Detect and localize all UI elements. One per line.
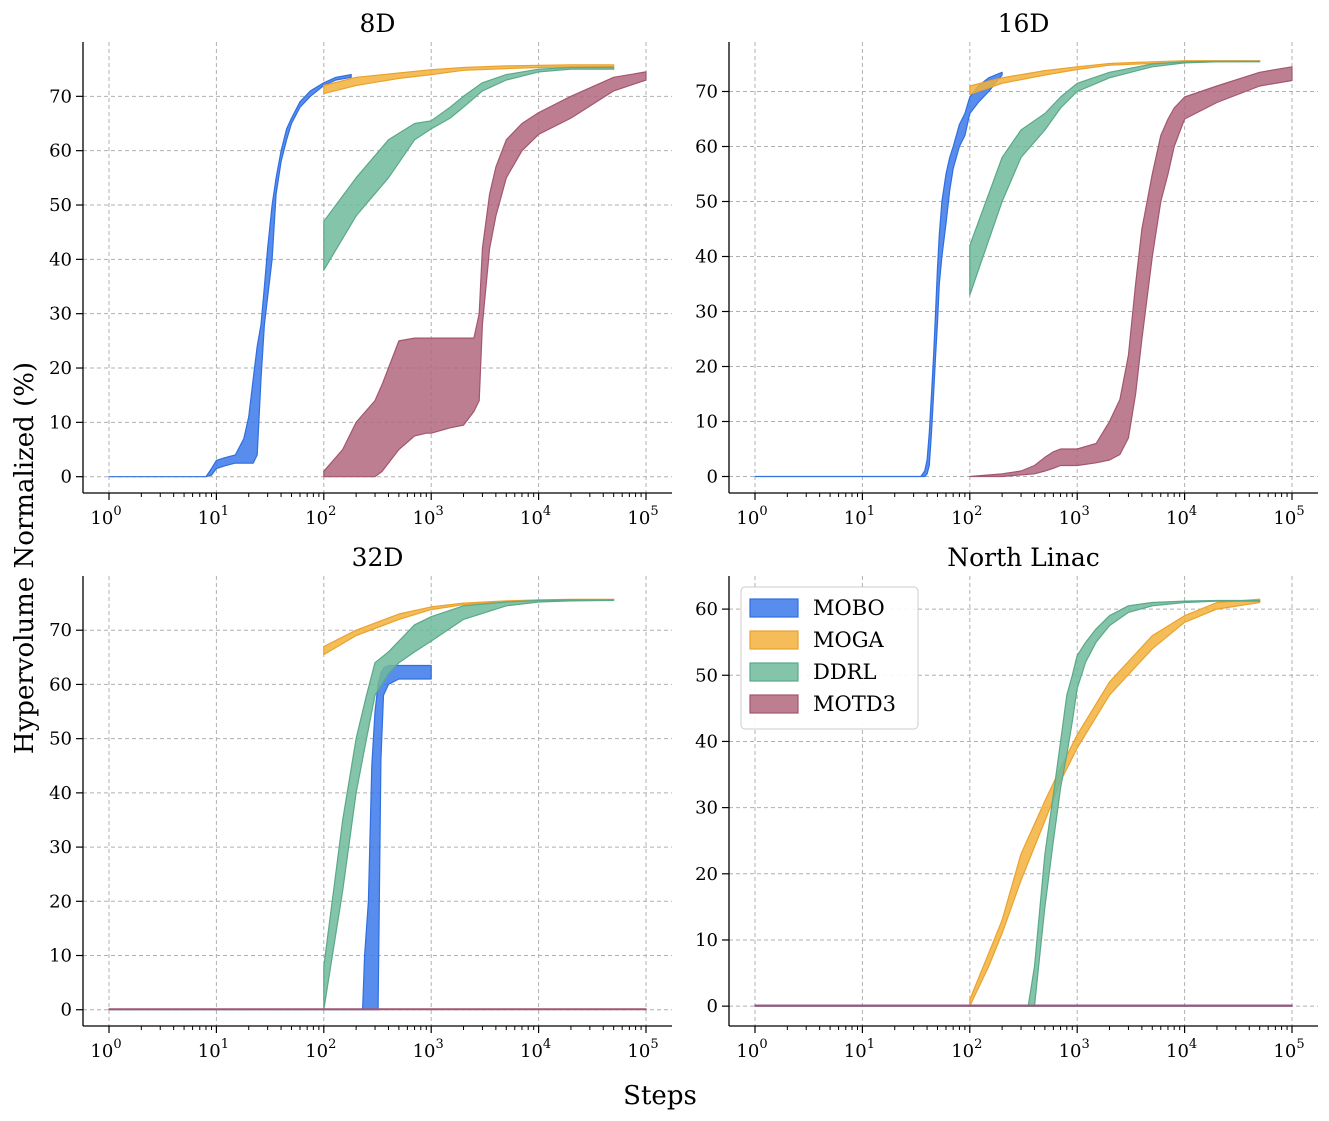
y-tick-label: 70 [49, 86, 72, 107]
legend-box [740, 586, 919, 730]
series-band-motd3 [754, 1004, 1293, 1007]
figure-x-label: Steps [623, 1081, 697, 1111]
x-tick-label: 103 [1059, 504, 1090, 529]
chart-title: 8D [360, 9, 396, 38]
series-band-motd3 [108, 1008, 647, 1011]
x-tick-label: 100 [90, 1037, 121, 1062]
x-tick-label: 105 [627, 504, 658, 529]
y-tick-label: 30 [695, 302, 718, 323]
legend-swatch-mobo [749, 598, 799, 618]
y-tick-label: 60 [695, 137, 718, 158]
x-tick-label: 104 [520, 504, 551, 529]
x-tick-label: 104 [520, 1037, 551, 1062]
legend-label-ddrl: DDRL [813, 660, 876, 684]
chart-title: North Linac [947, 543, 1100, 572]
y-tick-label: 60 [49, 674, 72, 695]
y-tick-label: 70 [695, 82, 718, 103]
y-tick-label: 20 [695, 864, 718, 885]
series-band-moga [323, 64, 615, 95]
series-band-ddrl [323, 66, 615, 271]
x-tick-label: 103 [1059, 1037, 1090, 1062]
y-tick-label: 0 [61, 1000, 72, 1021]
legend: MOBO MOGA DDRL MOTD3 [740, 586, 919, 730]
y-tick-label: 50 [49, 195, 72, 216]
x-tick-label: 105 [627, 1037, 658, 1062]
y-tick-label: 0 [707, 996, 718, 1017]
legend-swatch-ddrl [749, 662, 799, 682]
series-band-mobo [108, 73, 352, 478]
x-tick-label: 102 [305, 504, 336, 529]
y-tick-label: 40 [695, 247, 718, 268]
x-tick-label: 100 [736, 504, 767, 529]
legend-swatch-moga [749, 630, 799, 650]
y-tick-label: 10 [695, 412, 718, 433]
y-tick-label: 10 [49, 946, 72, 967]
x-tick-label: 105 [1273, 504, 1304, 529]
y-tick-label: 30 [49, 837, 72, 858]
series-band-ddrl [323, 599, 615, 1011]
x-tick-label: 104 [1166, 1037, 1197, 1062]
x-tick-label: 105 [1273, 1037, 1304, 1062]
x-tick-label: 102 [305, 1037, 336, 1062]
series-band-mobo [108, 664, 432, 1011]
y-tick-label: 20 [49, 358, 72, 379]
y-tick-label: 60 [695, 599, 718, 620]
chart-title: 16D [998, 9, 1050, 38]
legend-label-mobo: MOBO [813, 596, 885, 620]
x-tick-label: 103 [413, 504, 444, 529]
y-tick-label: 20 [695, 357, 718, 378]
y-tick-label: 50 [49, 729, 72, 750]
y-tick-label: 0 [707, 467, 718, 488]
x-tick-label: 101 [198, 504, 229, 529]
y-tick-label: 10 [695, 930, 718, 951]
x-tick-label: 101 [844, 504, 875, 529]
figure-y-label: Hypervolume Normalized (%) [10, 362, 40, 754]
series-band-ddrl [969, 60, 1261, 296]
legend-label-motd3: MOTD3 [813, 692, 896, 716]
y-tick-label: 60 [49, 141, 72, 162]
series-band-motd3 [323, 71, 647, 478]
y-tick-label: 40 [695, 731, 718, 752]
series-band-motd3 [969, 66, 1293, 478]
y-tick-label: 30 [49, 304, 72, 325]
x-tick-label: 101 [844, 1037, 875, 1062]
y-tick-label: 50 [695, 665, 718, 686]
y-tick-label: 40 [49, 249, 72, 270]
y-tick-label: 50 [695, 192, 718, 213]
x-tick-label: 103 [413, 1037, 444, 1062]
legend-swatch-motd3 [749, 694, 799, 714]
x-tick-label: 102 [951, 1037, 982, 1062]
x-tick-label: 104 [1166, 504, 1197, 529]
x-tick-label: 100 [90, 504, 121, 529]
y-tick-label: 40 [49, 783, 72, 804]
chart-panel-2: 100 101 102 103 104 105 0 10 20 30 40 50 60 70 16D [695, 9, 1318, 529]
chart-panel-4: 100 101 102 103 104 105 0 10 20 30 40 50 60 North Lin… [695, 543, 1318, 1062]
x-tick-label: 101 [198, 1037, 229, 1062]
series-band-moga [969, 598, 1261, 1007]
x-tick-label: 102 [951, 504, 982, 529]
series-band-mobo [754, 71, 1003, 478]
y-tick-label: 20 [49, 891, 72, 912]
chart-panel-1: 100 101 102 103 104 105 0 10 20 30 40 50 60 70 8D [49, 9, 672, 529]
y-tick-label: 0 [61, 467, 72, 488]
chart-title: 32D [352, 543, 404, 572]
chart-panel-3: 100 101 102 103 104 105 0 10 20 30 40 50 60 70 32D [49, 543, 672, 1062]
y-tick-label: 10 [49, 412, 72, 433]
y-tick-label: 30 [695, 798, 718, 819]
y-tick-label: 70 [49, 620, 72, 641]
series-band-ddrl [1020, 599, 1261, 1007]
legend-label-moga: MOGA [813, 628, 884, 652]
x-tick-label: 100 [736, 1037, 767, 1062]
